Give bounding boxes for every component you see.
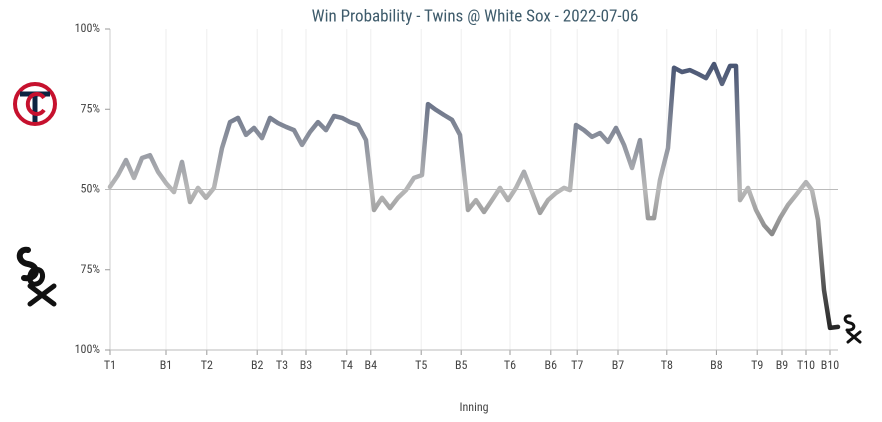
x-tick-label: B4 bbox=[365, 358, 378, 372]
x-tick-label: T1 bbox=[104, 358, 116, 372]
x-tick-label: B1 bbox=[160, 358, 172, 372]
white-sox-logo bbox=[16, 246, 57, 307]
y-tick-label: 75% bbox=[81, 262, 101, 276]
x-tick-label: T5 bbox=[415, 358, 427, 372]
x-axis-title: Inning bbox=[459, 400, 488, 414]
x-tick-label: T3 bbox=[276, 358, 288, 372]
x-tick-label: B8 bbox=[710, 358, 723, 372]
chart-title: Win Probability - Twins @ White Sox - 20… bbox=[312, 6, 639, 26]
x-tick-label: T2 bbox=[201, 358, 213, 372]
x-tick-label: T4 bbox=[341, 358, 353, 372]
x-tick-label: B5 bbox=[455, 358, 468, 372]
x-tick-label: B6 bbox=[545, 358, 558, 372]
x-tick-label: B3 bbox=[300, 358, 313, 372]
y-tick-label: 100% bbox=[75, 21, 101, 35]
x-tick-label: B2 bbox=[251, 358, 264, 372]
twins-logo bbox=[13, 82, 57, 126]
x-tick-label: B9 bbox=[776, 358, 789, 372]
x-tick-label: T8 bbox=[661, 358, 673, 372]
y-tick-label: 50% bbox=[81, 182, 101, 196]
x-tick-label: B7 bbox=[612, 358, 625, 372]
x-tick-label: T10 bbox=[797, 358, 815, 372]
white-sox-logo-end bbox=[843, 314, 862, 344]
x-tick-label: T9 bbox=[751, 358, 763, 372]
y-tick-label: 75% bbox=[81, 101, 101, 115]
x-tick-label: B10 bbox=[821, 358, 839, 372]
win-probability-line bbox=[107, 61, 841, 331]
x-tick-label: T6 bbox=[504, 358, 516, 372]
y-tick-label: 100% bbox=[75, 342, 101, 356]
grid bbox=[105, 28, 838, 355]
x-tick-label: T7 bbox=[571, 358, 583, 372]
